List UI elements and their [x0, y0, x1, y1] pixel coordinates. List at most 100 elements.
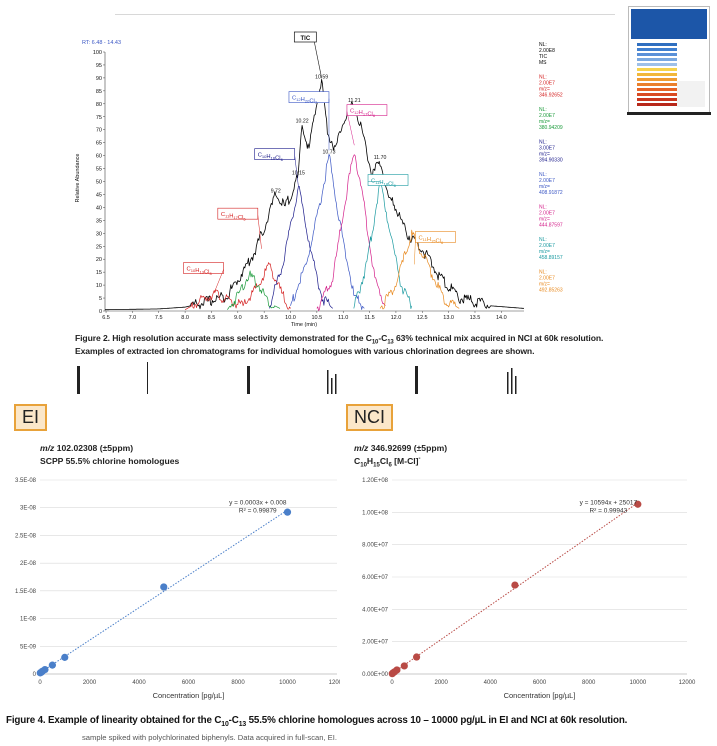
- chrom-peak-label: 10.73: [323, 150, 336, 156]
- chrom-y-tick-label: 25: [96, 244, 102, 250]
- legend-desc: m/z=: [539, 217, 550, 223]
- nci-mz-value: 346.92699 (±5ppm): [370, 443, 448, 453]
- formula-part: C: [418, 235, 422, 241]
- formula-part: C: [187, 267, 191, 273]
- data-point: [160, 583, 168, 591]
- y-tick-label: 4.00E+07: [362, 607, 389, 613]
- formula-part: C: [350, 109, 354, 115]
- chrom-series-eic-4: [290, 153, 365, 310]
- formula-part: Cl: [367, 112, 372, 118]
- chrom-x-tick-label: 11.0: [338, 315, 348, 321]
- y-axis-title: Relative Abundance: [75, 154, 81, 203]
- formula-part: 6: [441, 240, 444, 245]
- cover-stripe: [637, 88, 677, 91]
- legend-nl: NL:: [539, 42, 547, 48]
- formula-part: 20: [305, 99, 310, 104]
- cover-stripe: [637, 68, 677, 71]
- formula-part: C: [258, 153, 262, 159]
- chrom-y-tick-label: 90: [96, 76, 102, 82]
- cover-stripe: [637, 53, 677, 56]
- compound-callout-pointer: [414, 238, 416, 265]
- ei-linearity-chart: 0 5E-09 1E-08 1.5E-08 2E-08 2.5E-08 3E-08 3.5E-…: [15, 478, 340, 700]
- chrom-y-tick-label: 55: [96, 167, 102, 173]
- formula-part: 6: [373, 113, 376, 118]
- chrom-series-eic-3: [269, 186, 333, 309]
- formula-part: H: [301, 97, 305, 103]
- nci-linearity-chart: 0.00E+00 2.00E+07 4.00E+07 6.00E+07 8.00E+07…: [362, 478, 696, 700]
- formula-part: 12: [354, 110, 359, 115]
- formula-part: C: [221, 212, 225, 218]
- cover-stripe: [637, 83, 677, 86]
- formula-part: Cl: [436, 238, 441, 244]
- chrom-y-tick-label: 0: [99, 309, 102, 315]
- formula-part: 17: [233, 215, 238, 220]
- y-tick-label: 1E-08: [20, 617, 37, 623]
- formula-part: H: [359, 110, 363, 116]
- formula-part: 12: [296, 97, 301, 102]
- data-point: [634, 500, 642, 508]
- formula-part: 7: [315, 100, 318, 105]
- chrom-y-tick-label: 15: [96, 270, 102, 276]
- chrom-y-tick-label: 40: [96, 205, 102, 211]
- journal-cover-thumbnail: [628, 6, 710, 114]
- journal-underline: [627, 112, 711, 115]
- chrom-peak-label: 11.21: [348, 98, 361, 104]
- chrom-x-tick-label: 7.0: [129, 315, 137, 321]
- compound-callout-label: C11H17Cl5: [221, 212, 247, 222]
- chrom-x-tick-label: 7.5: [155, 315, 163, 321]
- cover-stripe: [637, 48, 677, 51]
- legend-value: 2.00E7: [539, 81, 555, 87]
- chrom-x-tick-label: 8.5: [208, 315, 216, 321]
- chrom-series-tic: [105, 79, 525, 311]
- compound-callout-box: [415, 231, 456, 243]
- rt-range-label: RT: 6.48 - 14.43: [82, 40, 121, 46]
- legend-desc: 380.94209: [539, 125, 563, 131]
- y-tick-label: 8.00E+07: [362, 543, 389, 549]
- y-tick-label: 2.5E-08: [15, 533, 37, 539]
- x-tick-label: 10000: [629, 680, 646, 686]
- x-axis-title: Concentration [pg/µL]: [504, 691, 576, 700]
- y-tick-label: 1.00E+08: [362, 510, 389, 516]
- formula-part: 17: [363, 112, 368, 117]
- formula-part: H: [195, 268, 199, 274]
- x-tick-label: 2000: [83, 680, 97, 686]
- chrom-y-tick-label: 70: [96, 128, 102, 134]
- formula-part: 10: [191, 268, 196, 273]
- legend-value: 3.00E7: [539, 146, 555, 152]
- tic-label-text: TIC: [300, 36, 310, 42]
- y-tick-label: 1.5E-08: [15, 589, 37, 595]
- formula-part: H: [229, 214, 233, 220]
- trendline-r2: R² = 0.99943: [589, 507, 627, 514]
- y-tick-label: 3E-08: [20, 506, 37, 512]
- chrom-peak-label: 10.22: [296, 119, 309, 125]
- formula-part: H: [379, 180, 383, 186]
- chromatogram-chart: RT: 6.48 - 14.43 Relative Abundance Time…: [75, 31, 563, 328]
- compound-callout-box: [183, 262, 224, 274]
- chrom-series-eic-6: [353, 181, 413, 310]
- formula-part: 15: [431, 238, 436, 243]
- ei-mz-value: 102.02308 (±5ppm): [56, 443, 134, 453]
- trendline-r2: R² = 0.99879: [239, 507, 277, 514]
- y-tick-label: 3.5E-08: [15, 478, 37, 484]
- legend-desc: 492.85263: [539, 288, 563, 294]
- formula-part: Cl: [204, 270, 209, 276]
- chrom-x-tick-label: 6.5: [102, 315, 110, 321]
- partial-caption-text: sample spiked with polychlorinated biphe…: [82, 733, 337, 742]
- x-axis-title: Time (min): [291, 322, 317, 328]
- compound-callout-box: [217, 207, 259, 220]
- formula-part: 10: [262, 154, 267, 159]
- legend-nl: NL:: [539, 140, 547, 146]
- chrom-y-tick-label: 10: [96, 283, 102, 289]
- formula-part: 11: [375, 180, 380, 185]
- cover-stripe: [637, 78, 677, 81]
- x-tick-label: 12000: [329, 680, 340, 686]
- chrom-x-tick-label: 11.5: [364, 315, 374, 321]
- chrom-y-tick-label: 95: [96, 63, 102, 69]
- formula-part: 6: [281, 157, 284, 162]
- ei-subtitle: m/z 102.02308 (±5ppm) SCPP 55.5% chlorine…: [40, 443, 180, 466]
- formula-part: 5: [243, 217, 246, 222]
- chrom-series-eic-1: [184, 262, 291, 311]
- chrom-y-tick-label: 30: [96, 231, 102, 237]
- data-point: [412, 653, 421, 661]
- legend-desc: m/z=: [539, 184, 550, 190]
